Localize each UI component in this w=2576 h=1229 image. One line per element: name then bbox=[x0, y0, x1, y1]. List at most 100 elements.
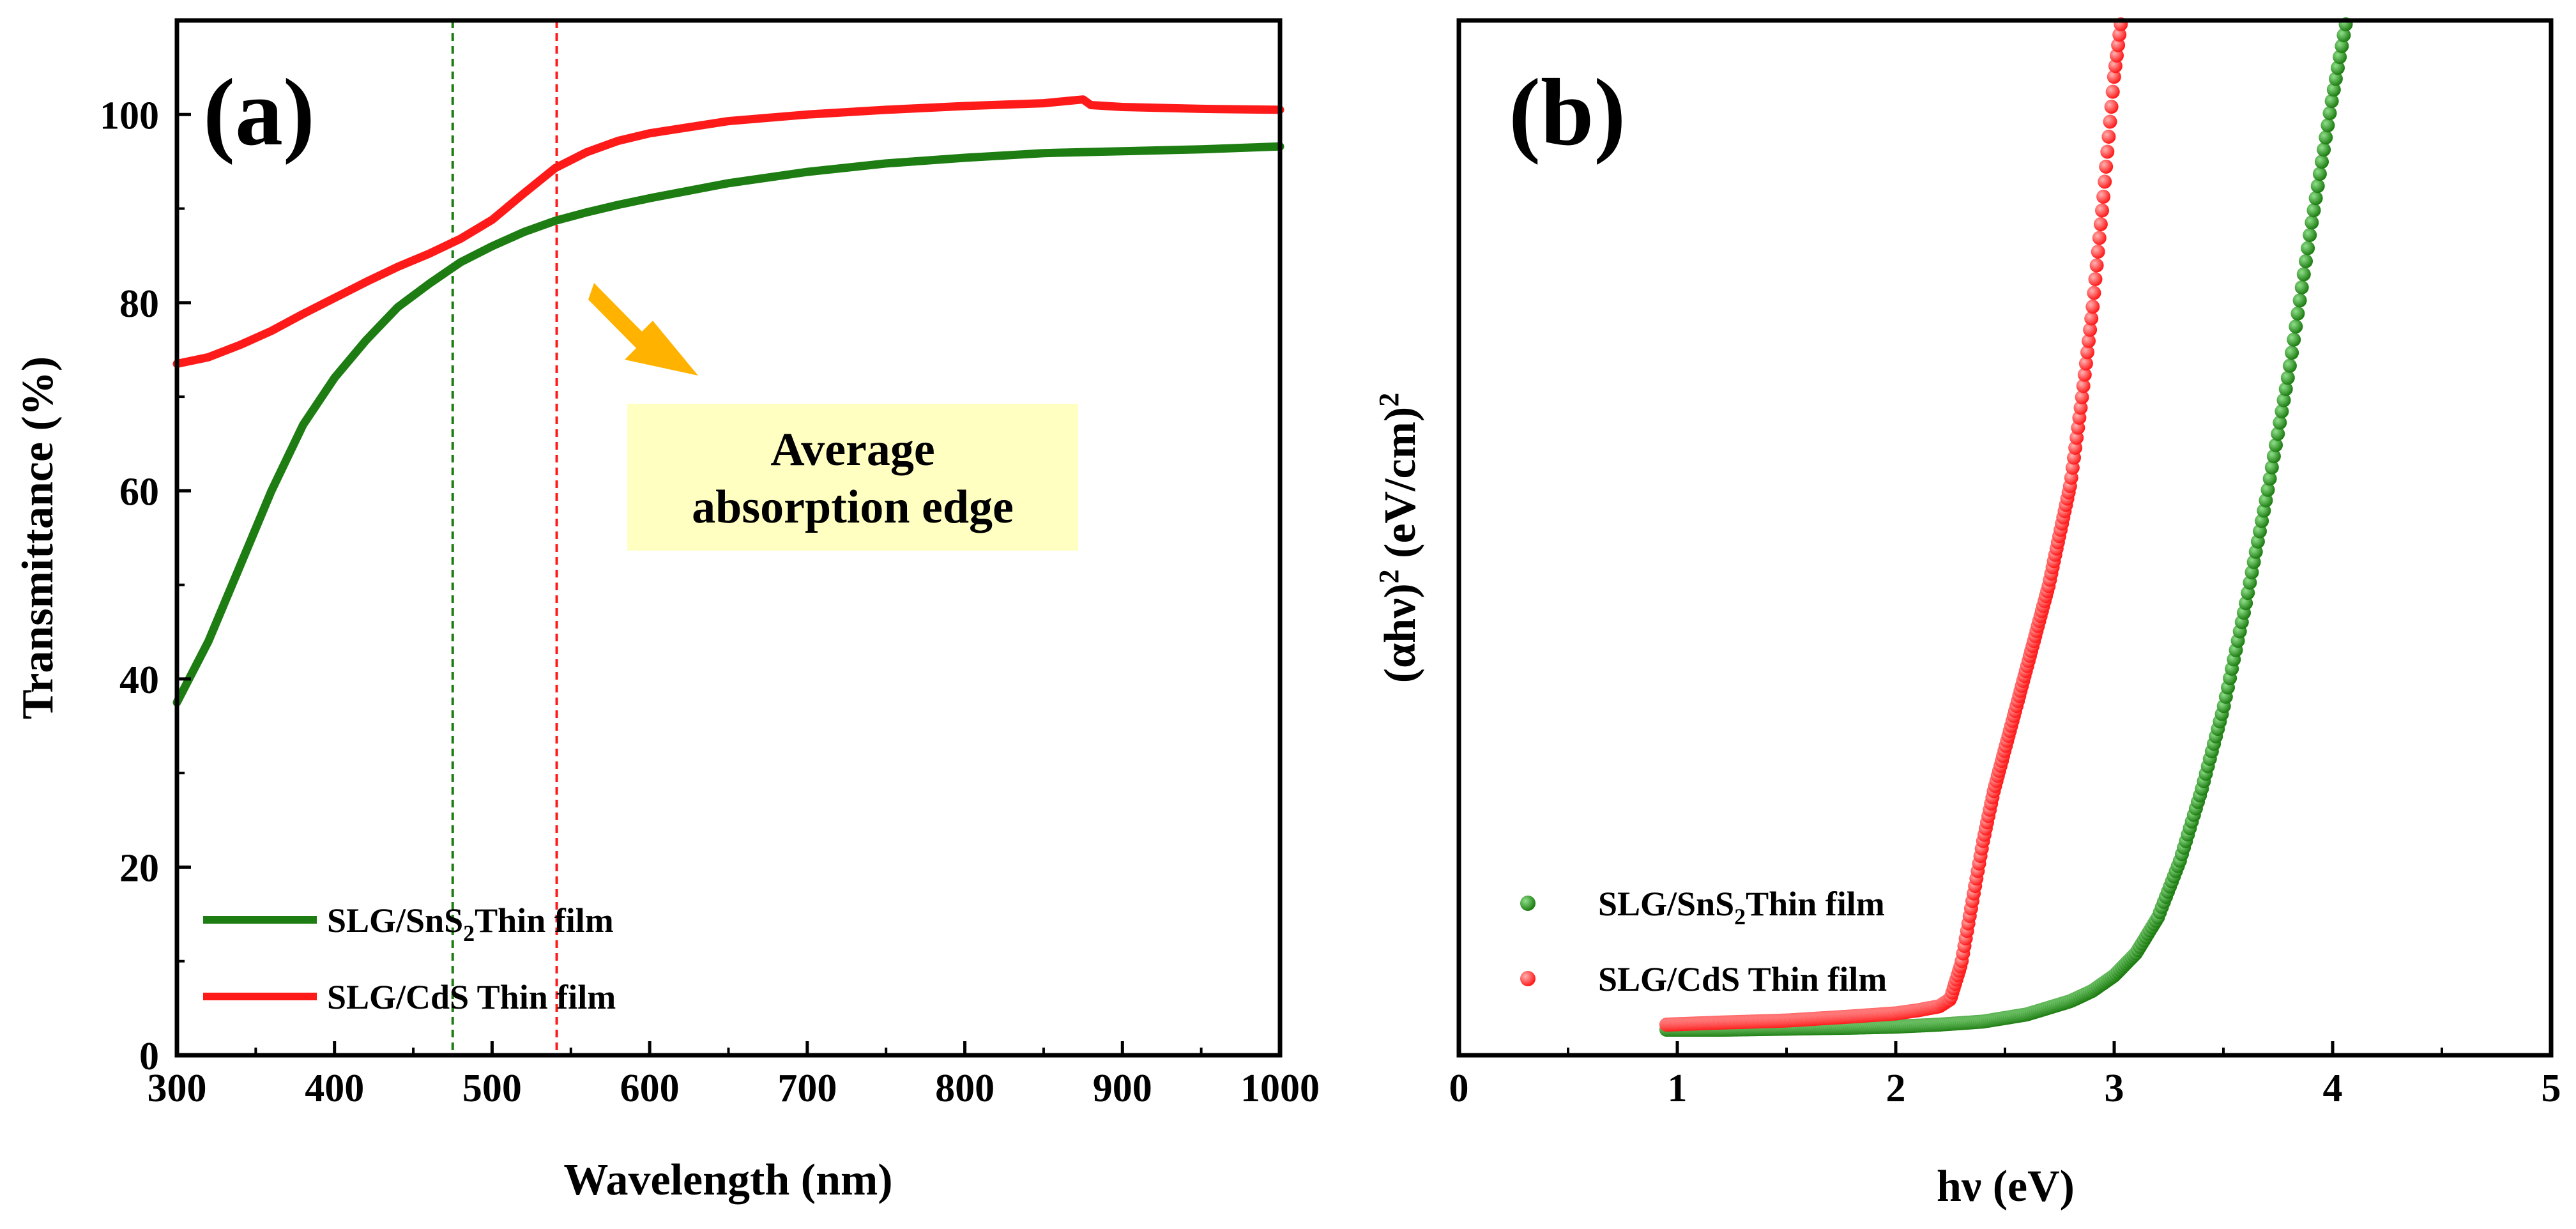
data-point bbox=[2335, 39, 2349, 54]
data-point bbox=[2322, 106, 2337, 121]
data-point bbox=[2075, 390, 2089, 404]
data-point bbox=[2108, 59, 2123, 73]
data-point bbox=[2092, 231, 2107, 245]
a-ytick-label: 20 bbox=[119, 846, 159, 890]
data-point bbox=[2088, 272, 2103, 286]
data-point bbox=[2100, 144, 2115, 159]
annotation-line-1: Average bbox=[770, 424, 934, 476]
data-point bbox=[2266, 449, 2281, 464]
data-point bbox=[2262, 471, 2277, 486]
data-point bbox=[2101, 130, 2116, 144]
data-point bbox=[2319, 130, 2333, 145]
b-xtick-label: 3 bbox=[2105, 1067, 2124, 1110]
data-point bbox=[2315, 155, 2329, 169]
a-ytick-label: 80 bbox=[119, 282, 159, 326]
panel-a-label: (a) bbox=[203, 59, 315, 165]
data-point bbox=[2095, 203, 2109, 218]
data-point bbox=[2110, 48, 2124, 63]
a-xtick-label: 500 bbox=[462, 1067, 522, 1110]
data-point bbox=[2264, 460, 2279, 475]
data-point bbox=[2336, 28, 2351, 43]
data-point bbox=[2290, 306, 2305, 321]
a-ytick-label: 40 bbox=[119, 659, 159, 702]
data-point bbox=[2326, 82, 2341, 97]
series-markers-sns2 bbox=[1659, 17, 2353, 1037]
data-point bbox=[2080, 345, 2094, 360]
panel-b-frame bbox=[1456, 18, 2554, 1058]
a-xtick-label: 1000 bbox=[1240, 1067, 1320, 1110]
data-point bbox=[2084, 311, 2099, 326]
data-point bbox=[2076, 379, 2091, 393]
b-xtick-label: 2 bbox=[1886, 1067, 1906, 1110]
a-xtick-label: 600 bbox=[620, 1067, 680, 1110]
data-point bbox=[2273, 415, 2287, 430]
panel-b-ylabel: (αhν)2 (eV/cm)2 bbox=[1373, 393, 1425, 683]
data-point bbox=[2104, 100, 2119, 114]
b-xtick-label: 4 bbox=[2323, 1067, 2343, 1110]
data-point bbox=[2083, 323, 2098, 337]
panel-a-ylabel: Transmittance (%) bbox=[13, 356, 63, 719]
a-xtick-label: 900 bbox=[1093, 1067, 1152, 1110]
data-point bbox=[2103, 114, 2117, 129]
data-point bbox=[2087, 286, 2101, 300]
data-point bbox=[2282, 358, 2297, 373]
data-point bbox=[2271, 427, 2285, 441]
a-xtick-label: 700 bbox=[777, 1067, 837, 1110]
data-point bbox=[2091, 245, 2105, 259]
data-point bbox=[2107, 70, 2121, 84]
data-point bbox=[2328, 72, 2343, 86]
data-point bbox=[2085, 300, 2100, 314]
legend-b-red-marker bbox=[1520, 971, 1536, 986]
panel-a-legend: SLG/SnS2Thin film SLG/CdS Thin film bbox=[203, 901, 616, 1016]
data-point bbox=[2073, 401, 2088, 415]
legend-a-green-label: SLG/SnS2Thin film bbox=[327, 901, 614, 946]
data-point bbox=[2105, 84, 2120, 99]
data-point bbox=[2296, 267, 2311, 282]
data-point bbox=[2089, 258, 2104, 273]
panel-b-legend: SLG/SnS2Thin film SLG/CdS Thin film bbox=[1520, 885, 1887, 998]
data-point bbox=[2099, 159, 2114, 174]
data-point bbox=[2260, 482, 2275, 497]
a-ytick-label: 60 bbox=[119, 470, 159, 514]
annotation-arrow-icon bbox=[588, 283, 698, 376]
data-point bbox=[2310, 179, 2325, 194]
a-ytick-label: 0 bbox=[139, 1035, 159, 1078]
data-point bbox=[2333, 50, 2347, 65]
data-point bbox=[2301, 241, 2315, 256]
data-point bbox=[2280, 370, 2295, 385]
panel-b-label: (b) bbox=[1509, 59, 1626, 165]
b-xtick-label: 5 bbox=[2542, 1067, 2561, 1110]
data-point bbox=[2082, 333, 2096, 348]
b-xtick-label: 0 bbox=[1449, 1067, 1469, 1110]
panel-a-frame bbox=[174, 18, 1283, 1058]
data-point bbox=[2292, 293, 2307, 308]
data-point bbox=[2289, 319, 2303, 334]
data-point bbox=[2259, 493, 2273, 508]
data-point bbox=[2324, 94, 2339, 109]
data-point bbox=[2305, 215, 2319, 230]
data-point bbox=[2077, 367, 2092, 382]
data-point bbox=[2312, 167, 2327, 181]
data-point bbox=[2098, 174, 2112, 189]
a-xtick-label: 400 bbox=[305, 1067, 364, 1110]
legend-b-red-label: SLG/CdS Thin film bbox=[1598, 960, 1887, 998]
data-point bbox=[2276, 393, 2291, 408]
data-point bbox=[2112, 27, 2127, 42]
data-point bbox=[2306, 203, 2321, 218]
legend-b-green-marker bbox=[1520, 896, 1536, 911]
data-point bbox=[2303, 228, 2317, 242]
annotation-line-2: absorption edge bbox=[692, 481, 1014, 533]
data-point bbox=[2294, 280, 2309, 294]
data-point bbox=[2317, 142, 2331, 157]
a-xtick-label: 800 bbox=[935, 1067, 995, 1110]
data-point bbox=[2078, 356, 2093, 370]
annotation-box bbox=[627, 404, 1078, 551]
legend-a-red-label: SLG/CdS Thin film bbox=[327, 978, 616, 1016]
legend-b-green-label: SLG/SnS2Thin film bbox=[1598, 885, 1885, 929]
panel-b: 0 1 2 3 4 5 (b) SLG/SnS2Thin film SLG/CdS Thi… bbox=[1373, 17, 2561, 1211]
series-line-cds bbox=[172, 95, 1284, 368]
absorption-edge-annotation: Average absorption edge bbox=[588, 283, 1078, 551]
data-point bbox=[2096, 189, 2111, 204]
data-point bbox=[2308, 191, 2323, 206]
